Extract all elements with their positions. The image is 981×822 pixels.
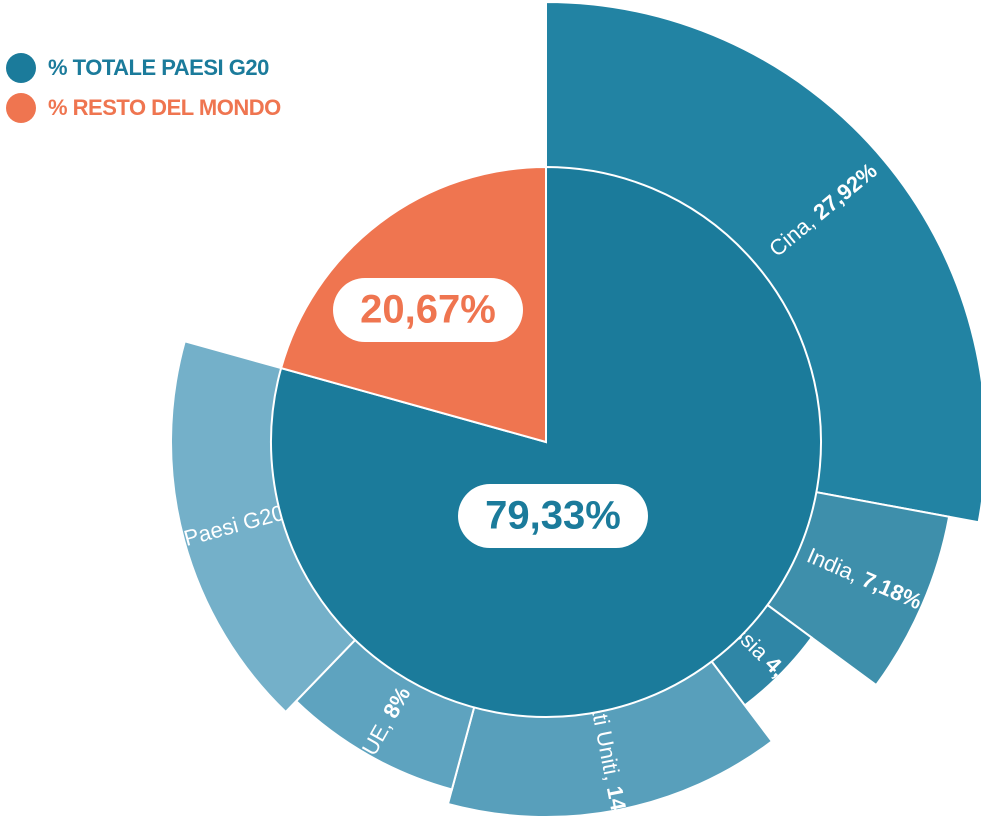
legend: % TOTALE PAESI G20 % RESTO DEL MONDO bbox=[6, 48, 281, 128]
legend-item-g20: % TOTALE PAESI G20 bbox=[6, 48, 281, 88]
value-pill bbox=[333, 278, 523, 342]
inner-slice-label: 20,67% bbox=[360, 288, 496, 332]
value-pill bbox=[458, 484, 648, 548]
legend-dot-rest bbox=[6, 93, 36, 123]
legend-label-rest: % RESTO DEL MONDO bbox=[48, 95, 281, 120]
legend-label-g20: % TOTALE PAESI G20 bbox=[48, 55, 269, 80]
legend-item-rest: % RESTO DEL MONDO bbox=[6, 88, 281, 128]
inner-slice-label: 79,33% bbox=[485, 494, 621, 538]
legend-dot-g20 bbox=[6, 53, 36, 83]
